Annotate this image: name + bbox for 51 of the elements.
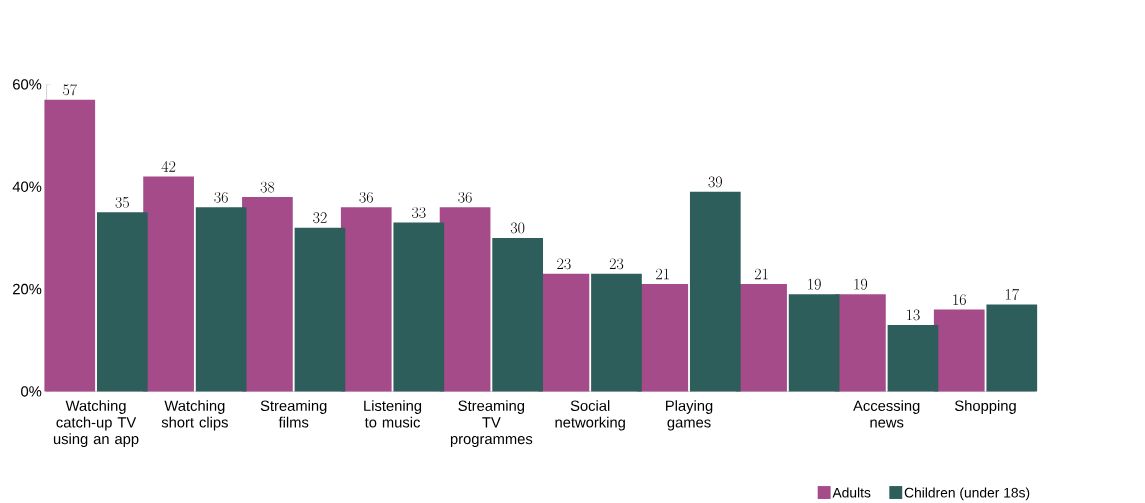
bar <box>96 212 148 392</box>
data-label: 21 <box>656 268 669 280</box>
data-label: 36 <box>458 191 472 203</box>
bar <box>340 207 392 392</box>
x-tick-label: Watching short clips <box>161 400 228 431</box>
data-label: 36 <box>214 191 228 203</box>
bar <box>195 207 247 392</box>
bar <box>439 207 491 392</box>
x-tick-label: Social networking <box>555 400 625 431</box>
x-tick-label: Shopping <box>955 400 1016 414</box>
y-tick-label: 60% <box>13 79 42 90</box>
data-label: 13 <box>907 309 920 321</box>
bar <box>986 304 1038 392</box>
x-tick-label: Streaming TV programmes <box>450 400 533 448</box>
bar <box>492 237 543 392</box>
legend-label: Adults <box>832 487 871 498</box>
data-label: 19 <box>854 278 868 290</box>
data-label: 33 <box>412 207 426 218</box>
data-label: 23 <box>609 258 624 270</box>
data-label: 35 <box>115 196 129 208</box>
bar <box>887 324 939 392</box>
bar <box>294 227 346 392</box>
bar <box>393 222 445 392</box>
x-tick-label: Streaming films <box>260 400 327 428</box>
legend-label: Children (under 18s) <box>904 487 1030 501</box>
data-label: 36 <box>359 191 373 203</box>
bar <box>591 273 642 392</box>
y-tick-label: 40% <box>12 181 42 192</box>
y-tick-label: 20% <box>13 283 42 295</box>
data-label: 17 <box>1005 288 1019 300</box>
x-tick-label: Watching catch-up TV using an app <box>53 400 139 448</box>
bar <box>143 176 194 392</box>
data-label: 57 <box>63 84 77 96</box>
y-tick-label: 0% <box>21 386 42 397</box>
data-label: 32 <box>313 212 327 224</box>
bar <box>689 191 741 392</box>
x-tick-label: Playing games <box>666 400 713 431</box>
data-label: 21 <box>754 268 768 280</box>
data-label: 38 <box>260 181 275 193</box>
data-label: 19 <box>808 278 821 290</box>
data-label: 30 <box>510 222 525 234</box>
bar <box>242 196 293 392</box>
data-label: 23 <box>557 258 571 270</box>
bar <box>933 309 985 392</box>
bar <box>44 99 96 392</box>
data-label: 16 <box>953 294 966 305</box>
data-label: 42 <box>161 160 176 172</box>
x-tick-label: Listening to music <box>364 400 422 428</box>
data-label: 39 <box>708 176 722 188</box>
bar <box>788 294 840 392</box>
x-tick-label: Accessing news <box>853 400 920 428</box>
